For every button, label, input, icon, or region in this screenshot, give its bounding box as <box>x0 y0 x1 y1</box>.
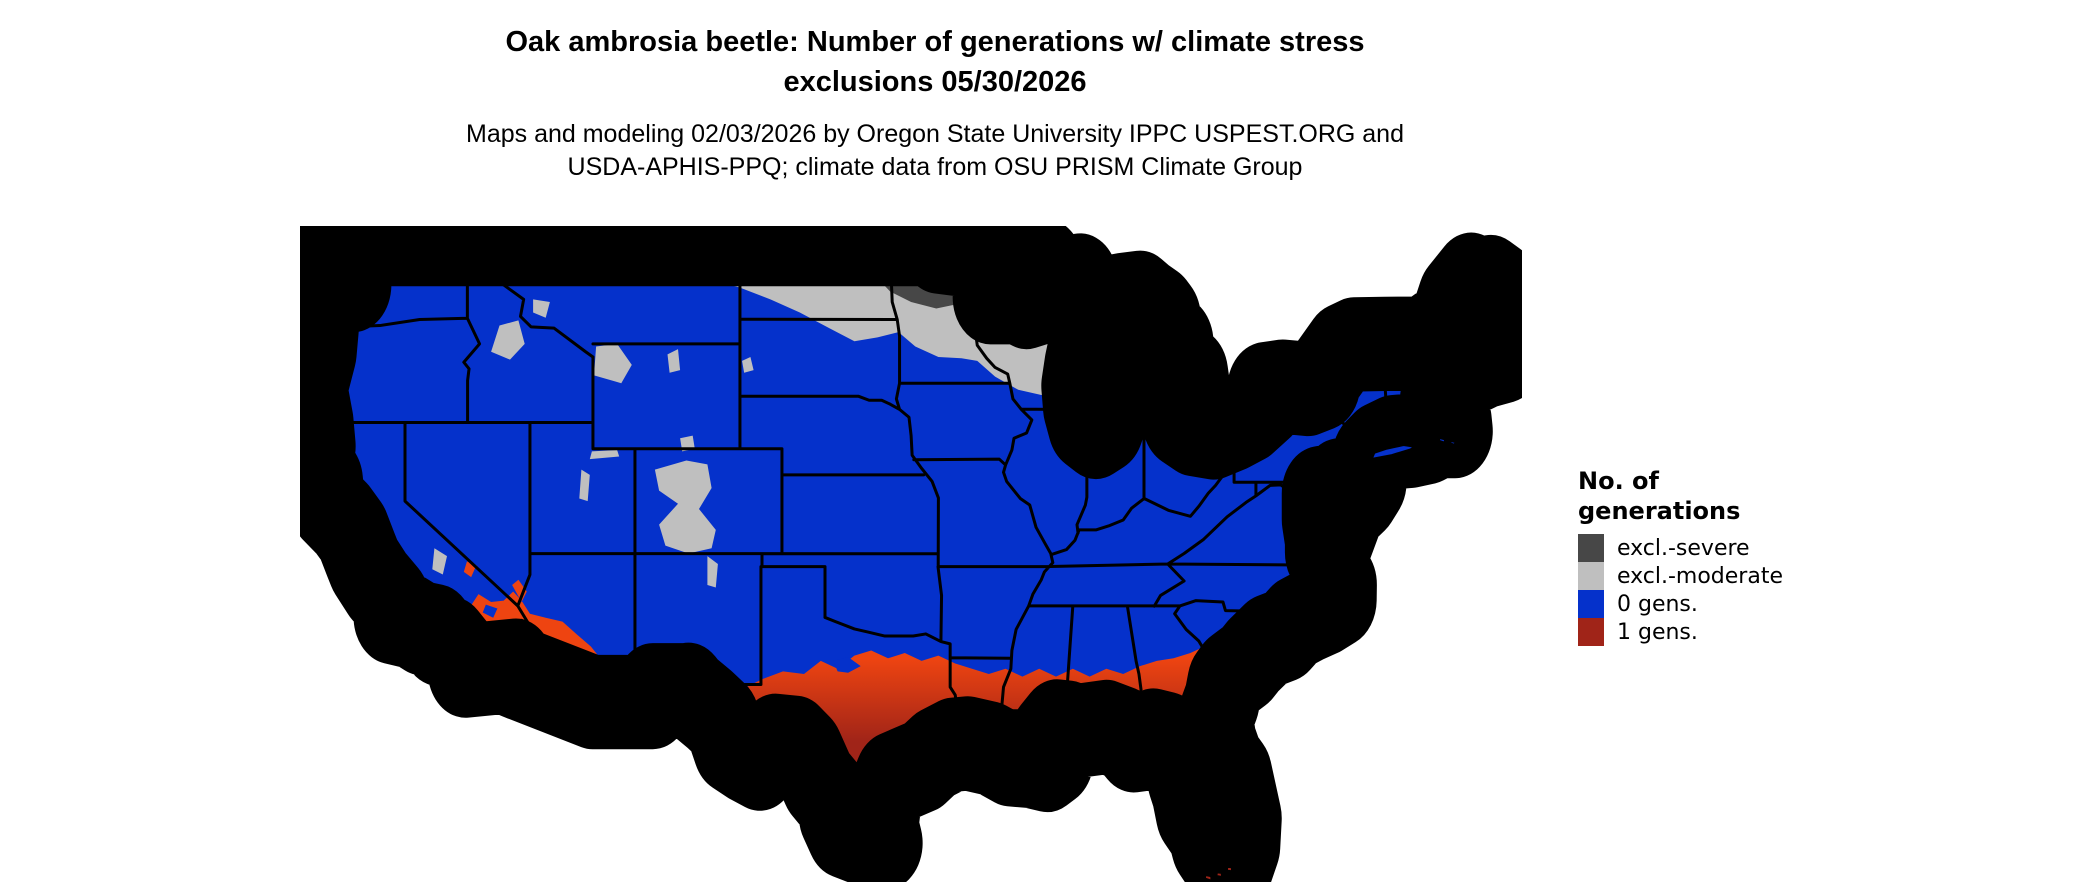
legend-items: excl.-severe excl.-moderate 0 gens. 1 gens. <box>1578 534 1783 646</box>
legend-title-line-2: generations <box>1578 497 1741 525</box>
region-excl-moderate-fill <box>432 229 1499 588</box>
subtitle-line-2: USDA-APHIS-PPQ; climate data from OSU PR… <box>567 153 1303 181</box>
us-choropleth-map <box>300 226 1522 882</box>
legend-label: excl.-severe <box>1617 535 1750 561</box>
legend-label: excl.-moderate <box>1617 563 1783 589</box>
long-island <box>1371 445 1415 459</box>
legend-title: No. of generations <box>1578 466 1783 526</box>
legend-swatch <box>1578 590 1604 618</box>
figure-title: Oak ambrosia beetle: Number of generatio… <box>505 22 1364 102</box>
legend-item-0: excl.-severe <box>1578 534 1783 562</box>
legend-item-1: excl.-moderate <box>1578 562 1783 590</box>
subtitle-line-1: Maps and modeling 02/03/2026 by Oregon S… <box>466 120 1404 148</box>
marthas-vineyard-nantucket <box>1439 438 1456 445</box>
map-container <box>300 226 1522 882</box>
legend-label: 1 gens. <box>1617 619 1698 645</box>
legend-swatch <box>1578 562 1604 590</box>
title-line-1: Oak ambrosia beetle: Number of generatio… <box>505 26 1365 58</box>
legend-item-2: 0 gens. <box>1578 590 1783 618</box>
legend: No. of generations excl.-severe excl.-mod… <box>1578 466 1783 646</box>
legend-label: 0 gens. <box>1617 591 1698 617</box>
title-line-2: exclusions 05/30/2026 <box>783 66 1087 98</box>
legend-swatch <box>1578 534 1604 562</box>
florida-keys <box>1205 867 1232 880</box>
legend-title-line-1: No. of <box>1578 467 1659 495</box>
figure-subtitle: Maps and modeling 02/03/2026 by Oregon S… <box>466 118 1404 184</box>
legend-swatch <box>1578 618 1604 646</box>
legend-item-3: 1 gens. <box>1578 618 1783 646</box>
